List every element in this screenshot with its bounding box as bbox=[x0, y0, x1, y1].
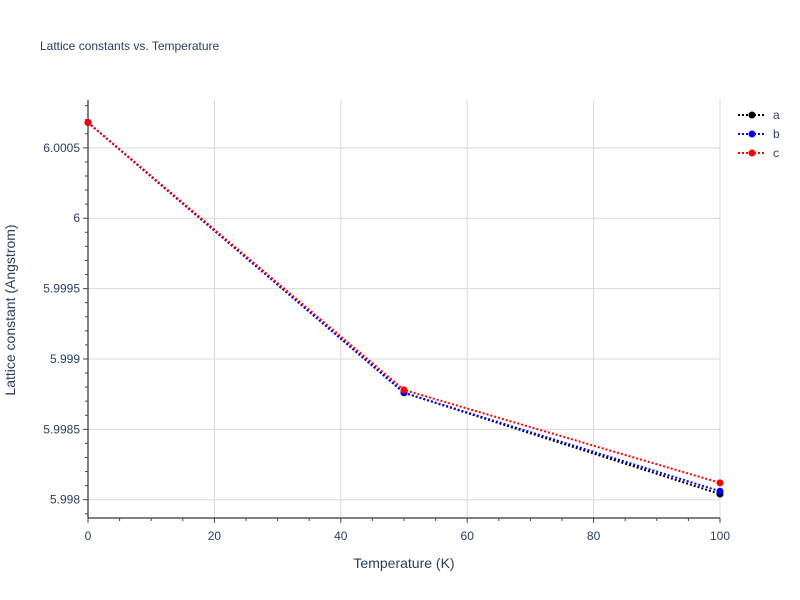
legend-label: a bbox=[773, 108, 780, 122]
series-layer bbox=[84, 119, 724, 498]
y-tick-label: 5.9985 bbox=[43, 422, 80, 436]
y-tick-label: 5.9995 bbox=[43, 282, 80, 296]
data-point-c bbox=[400, 386, 408, 394]
data-point-c bbox=[84, 119, 92, 127]
series-line-b bbox=[87, 121, 721, 493]
y-axis-title: Lattice constant (Angstrom) bbox=[2, 224, 18, 395]
x-tick-label: 40 bbox=[334, 529, 348, 543]
data-point-b bbox=[716, 487, 724, 495]
series-line-a bbox=[87, 121, 721, 496]
x-tick-label: 0 bbox=[85, 529, 92, 543]
x-tick-label: 60 bbox=[461, 529, 475, 543]
legend-label: b bbox=[773, 127, 780, 141]
x-tick-label: 20 bbox=[208, 529, 222, 543]
y-tick-label: 6 bbox=[73, 211, 80, 225]
y-tick-label: 5.998 bbox=[50, 493, 80, 507]
chart-title: Lattice constants vs. Temperature bbox=[40, 39, 220, 53]
grid-layer bbox=[88, 100, 721, 518]
y-tick-label: 6.0005 bbox=[43, 141, 80, 155]
legend-marker-swatch bbox=[748, 149, 756, 157]
y-tick-label: 5.999 bbox=[50, 352, 80, 366]
tick-label-layer: 0 20 40 60 80 100 5.998 5.9985 5.999 5.9995 6 6.000… bbox=[43, 141, 730, 543]
legend[interactable]: abc bbox=[738, 108, 780, 160]
data-point-c bbox=[716, 479, 724, 487]
legend-item-a[interactable]: a bbox=[738, 108, 780, 122]
legend-marker-swatch bbox=[748, 130, 756, 138]
legend-item-b[interactable]: b bbox=[738, 127, 780, 141]
x-tick-label: 100 bbox=[710, 529, 730, 543]
x-axis-title: Temperature (K) bbox=[353, 555, 454, 571]
axes-layer bbox=[83, 100, 721, 523]
legend-item-c[interactable]: c bbox=[738, 146, 779, 160]
legend-marker-swatch bbox=[748, 111, 756, 119]
legend-label: c bbox=[773, 146, 779, 160]
x-tick-label: 80 bbox=[587, 529, 601, 543]
